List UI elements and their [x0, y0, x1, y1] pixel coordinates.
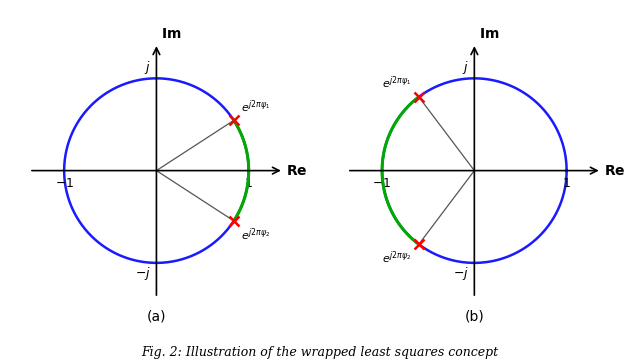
Text: $\mathbf{Im}$: $\mathbf{Im}$: [479, 28, 499, 41]
Text: $1$: $1$: [244, 177, 253, 190]
Text: $\mathbf{Im}$: $\mathbf{Im}$: [161, 28, 182, 41]
Text: $-j$: $-j$: [135, 265, 151, 282]
Text: $1$: $1$: [563, 177, 571, 190]
Text: $j$: $j$: [144, 60, 151, 77]
Text: $e^{j2\pi\psi_1}$: $e^{j2\pi\psi_1}$: [241, 98, 270, 115]
Text: (a): (a): [147, 309, 166, 323]
Text: $e^{j2\pi\psi_2}$: $e^{j2\pi\psi_2}$: [382, 250, 412, 266]
Text: $-1$: $-1$: [54, 177, 74, 190]
Text: (b): (b): [465, 309, 484, 323]
Text: $\mathbf{Re}$: $\mathbf{Re}$: [604, 164, 625, 178]
Text: Fig. 2: Illustration of the wrapped least squares concept: Fig. 2: Illustration of the wrapped leas…: [141, 346, 499, 359]
Text: $j$: $j$: [462, 60, 469, 77]
Text: $-j$: $-j$: [453, 265, 469, 282]
Text: $e^{j2\pi\psi_1}$: $e^{j2\pi\psi_1}$: [382, 75, 412, 91]
Text: $-1$: $-1$: [372, 177, 392, 190]
Text: $e^{j2\pi\psi_2}$: $e^{j2\pi\psi_2}$: [241, 227, 270, 243]
Text: $\mathbf{Re}$: $\mathbf{Re}$: [285, 164, 307, 178]
